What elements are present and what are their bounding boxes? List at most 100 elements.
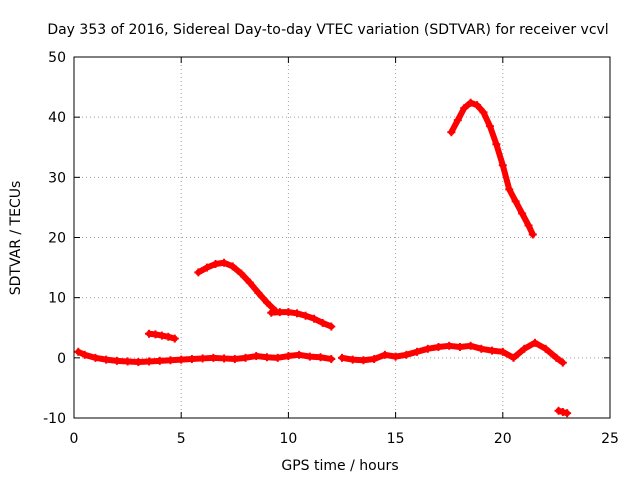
data-point bbox=[80, 350, 89, 359]
x-tick-label: 15 bbox=[387, 431, 405, 447]
series-trace bbox=[339, 339, 566, 366]
chart-title: Day 353 of 2016, Sidereal Day-to-day VTE… bbox=[47, 22, 608, 38]
x-tick-label: 5 bbox=[177, 431, 186, 447]
data-point bbox=[505, 185, 514, 194]
data-point bbox=[402, 350, 411, 359]
data-point bbox=[275, 308, 284, 317]
data-point bbox=[558, 407, 567, 416]
y-tick-label: 40 bbox=[48, 110, 66, 126]
data-point bbox=[292, 309, 301, 318]
data-point bbox=[155, 356, 164, 365]
y-tick-label: 20 bbox=[48, 231, 66, 247]
series-arc-afternoon-baseline bbox=[338, 338, 567, 367]
data-point bbox=[301, 311, 310, 320]
x-tick-label: 25 bbox=[601, 431, 619, 447]
data-point bbox=[187, 355, 196, 364]
data-point bbox=[524, 221, 533, 230]
data-point bbox=[413, 347, 422, 356]
data-point bbox=[262, 298, 271, 307]
data-point bbox=[370, 355, 379, 364]
data-point bbox=[273, 353, 282, 362]
data-point bbox=[563, 409, 572, 418]
data-point bbox=[91, 353, 100, 362]
data-point bbox=[112, 356, 121, 365]
data-point bbox=[455, 343, 464, 352]
y-tick-label: -10 bbox=[43, 411, 66, 427]
y-tick-label: 10 bbox=[48, 291, 66, 307]
data-point bbox=[166, 356, 175, 365]
y-tick-label: 30 bbox=[48, 170, 66, 186]
series-arc-main-baseline bbox=[74, 347, 336, 367]
y-tick-label: 50 bbox=[48, 50, 66, 66]
data-point bbox=[554, 406, 563, 415]
data-point bbox=[498, 347, 507, 356]
data-point bbox=[423, 344, 432, 353]
data-point bbox=[284, 352, 293, 361]
data-point bbox=[310, 314, 319, 323]
y-tick-label: 0 bbox=[57, 351, 66, 367]
data-point bbox=[473, 101, 482, 110]
data-point bbox=[170, 334, 179, 343]
data-point bbox=[164, 332, 173, 341]
data-point bbox=[488, 346, 497, 355]
data-point bbox=[466, 98, 475, 107]
data-point bbox=[228, 262, 237, 271]
data-point bbox=[485, 122, 494, 131]
data-point bbox=[123, 357, 132, 366]
data-point bbox=[237, 269, 246, 278]
data-point bbox=[209, 353, 218, 362]
data-point bbox=[305, 352, 314, 361]
data-point bbox=[530, 338, 539, 347]
y-axis-label: SDTVAR / TECUs bbox=[8, 181, 24, 296]
data-point bbox=[498, 161, 507, 170]
series-arc-midday-tail bbox=[267, 308, 336, 331]
data-point bbox=[102, 355, 111, 364]
data-point bbox=[318, 318, 327, 327]
data-point bbox=[466, 341, 475, 350]
series-arc-late-negative bbox=[554, 406, 572, 418]
data-point bbox=[254, 288, 263, 297]
data-point bbox=[445, 341, 454, 350]
data-point bbox=[202, 263, 211, 272]
data-point bbox=[157, 331, 166, 340]
data-point bbox=[230, 355, 239, 364]
data-point bbox=[509, 353, 518, 362]
data-point bbox=[211, 259, 220, 268]
data-point bbox=[359, 356, 368, 365]
data-point bbox=[245, 278, 254, 287]
series-trace bbox=[195, 259, 279, 314]
data-point bbox=[327, 322, 336, 331]
data-point bbox=[177, 355, 186, 364]
data-point bbox=[220, 258, 229, 267]
data-point bbox=[511, 197, 520, 206]
data-point bbox=[220, 354, 229, 363]
data-point bbox=[145, 357, 154, 366]
data-point bbox=[479, 108, 488, 117]
data-point bbox=[518, 209, 527, 218]
data-point bbox=[338, 353, 346, 362]
data-point bbox=[520, 344, 529, 353]
data-point bbox=[460, 104, 469, 113]
data-point bbox=[391, 352, 400, 361]
data-point bbox=[447, 128, 456, 137]
series-arc-morning-small bbox=[145, 329, 179, 343]
data-point bbox=[74, 347, 83, 356]
data-point bbox=[267, 308, 276, 317]
x-tick-label: 10 bbox=[279, 431, 297, 447]
x-tick-label: 0 bbox=[70, 431, 79, 447]
data-point bbox=[552, 353, 561, 362]
data-point bbox=[528, 230, 537, 239]
data-point bbox=[327, 355, 336, 364]
data-points bbox=[74, 98, 572, 418]
data-point bbox=[241, 353, 250, 362]
x-axis-label: GPS time / hours bbox=[281, 458, 398, 474]
data-point bbox=[198, 354, 207, 363]
data-point bbox=[194, 268, 203, 277]
data-point bbox=[151, 330, 160, 339]
data-point bbox=[295, 350, 304, 359]
data-point bbox=[434, 343, 443, 352]
data-point bbox=[262, 353, 271, 362]
data-point bbox=[348, 355, 357, 364]
